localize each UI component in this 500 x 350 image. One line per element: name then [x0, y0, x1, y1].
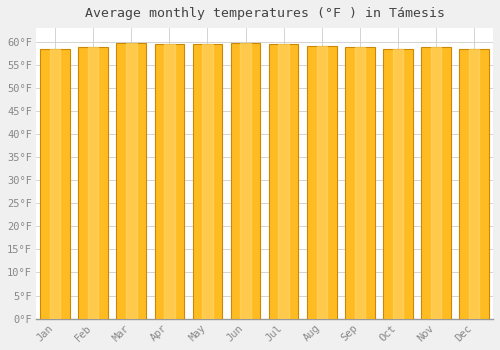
- Bar: [240, 43, 250, 318]
- Bar: [192, 44, 222, 318]
- Bar: [392, 49, 403, 318]
- Bar: [230, 43, 260, 318]
- Bar: [354, 47, 365, 318]
- Bar: [383, 49, 412, 318]
- Bar: [40, 49, 70, 318]
- Bar: [269, 44, 298, 319]
- Bar: [126, 43, 136, 318]
- Bar: [202, 44, 212, 318]
- Bar: [421, 47, 451, 318]
- Bar: [469, 49, 479, 318]
- Bar: [459, 49, 489, 318]
- Title: Average monthly temperatures (°F ) in Támesis: Average monthly temperatures (°F ) in Tá…: [84, 7, 444, 20]
- Bar: [316, 46, 327, 318]
- Bar: [88, 47, 99, 318]
- Bar: [116, 43, 146, 318]
- Bar: [278, 44, 289, 319]
- Bar: [430, 47, 441, 318]
- Bar: [164, 44, 174, 319]
- Bar: [78, 47, 108, 318]
- Bar: [50, 49, 60, 318]
- Bar: [307, 46, 336, 318]
- Bar: [345, 47, 374, 318]
- Bar: [154, 44, 184, 319]
